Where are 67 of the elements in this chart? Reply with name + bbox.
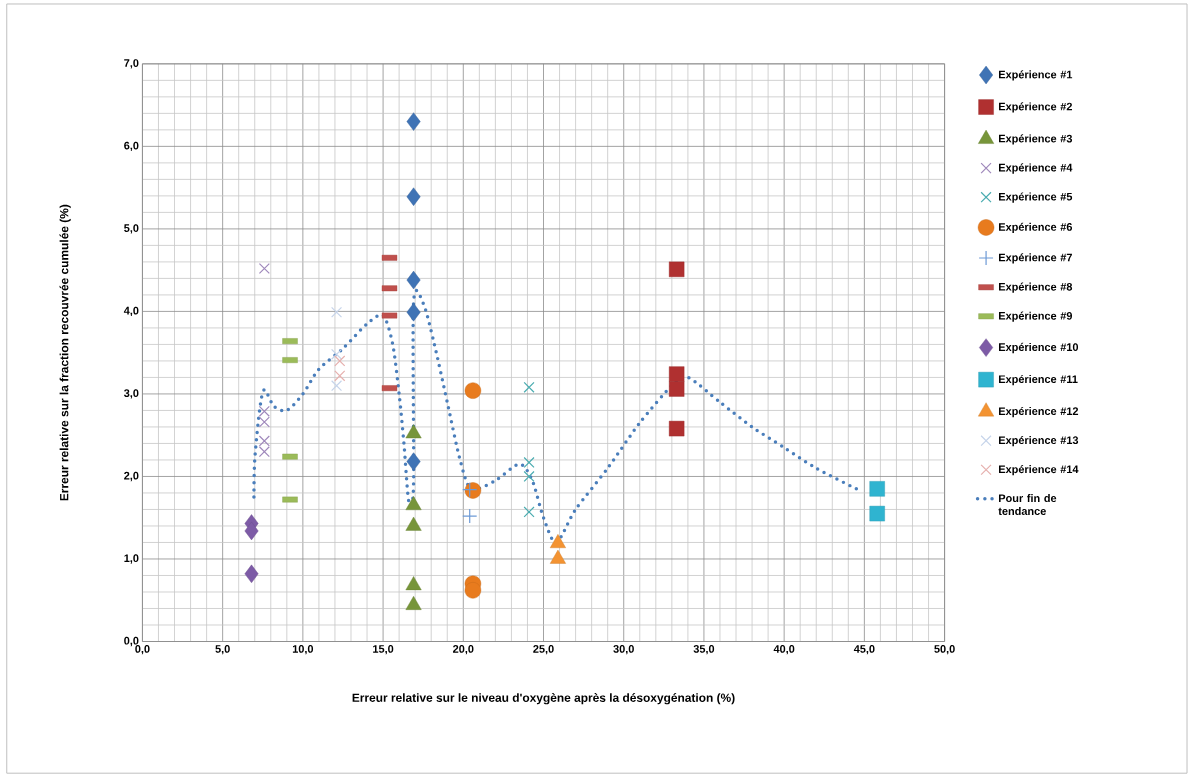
point — [334, 355, 346, 367]
x-tick-label: 30,0 — [613, 644, 634, 655]
legend-label: Expérience #14 — [999, 464, 1079, 476]
y-tick-label: 4,0 — [123, 306, 139, 316]
point — [331, 348, 343, 360]
x-tick-label: 50,0 — [934, 644, 955, 655]
point — [258, 435, 270, 447]
point — [258, 405, 270, 417]
point — [668, 381, 685, 397]
point — [406, 302, 421, 322]
x-tick-label: 40,0 — [773, 644, 795, 655]
legend-label: Expérience #6 — [999, 222, 1073, 233]
point — [523, 456, 535, 468]
y-axis-title: Erreur relative sur la fraction recouvrée cumulée (%) — [59, 204, 71, 501]
legend-label: Expérience #4 — [999, 163, 1073, 174]
x-tick-label: 0,0 — [135, 644, 150, 655]
point — [668, 261, 685, 277]
x-tick-label: 5,0 — [215, 644, 230, 655]
x-tick-label: 10,0 — [292, 644, 314, 655]
point — [668, 366, 685, 382]
legend-label: Expérience #7 — [999, 253, 1072, 264]
legend-label: Expérience #9 — [999, 311, 1073, 322]
legend-label: Expérience #10 — [999, 342, 1079, 354]
point — [331, 306, 343, 318]
point — [523, 381, 535, 393]
point — [406, 112, 421, 131]
legend-label: Expérience #13 — [999, 435, 1079, 447]
y-tick-label: 5,0 — [124, 224, 139, 234]
y-tick-label: 2,0 — [124, 471, 139, 482]
y-tick-label: 7,0 — [124, 59, 139, 69]
legend-label: Pour fin de tendance — [998, 493, 1057, 515]
x-axis-title: Erreur relative sur le niveau d'oxygène après la désoxygénation (%) — [352, 693, 735, 705]
point — [331, 380, 343, 392]
point — [406, 187, 421, 206]
point — [244, 521, 259, 541]
legend-label: Expérience #12 — [999, 406, 1079, 418]
point — [258, 446, 270, 458]
x-tick-label: 45,0 — [853, 644, 875, 655]
x-tick-label: 15,0 — [373, 644, 394, 655]
y-tick-label: 1,0 — [124, 554, 139, 564]
point — [405, 424, 422, 439]
legend-label: Expérience #5 — [999, 192, 1073, 203]
point — [464, 582, 482, 599]
point — [406, 452, 421, 471]
point — [462, 508, 478, 524]
point — [406, 270, 421, 290]
x-tick-label: 25,0 — [533, 644, 554, 655]
point — [869, 505, 885, 522]
point — [668, 420, 685, 437]
y-tick-label: 3,0 — [123, 389, 139, 399]
legend-label: Expérience #11 — [999, 374, 1078, 386]
point — [244, 564, 259, 583]
y-tick-label: 0,0 — [124, 636, 139, 647]
point — [258, 416, 270, 428]
legend-label: Expérience #3 — [999, 134, 1073, 145]
point — [869, 481, 885, 497]
point — [464, 382, 482, 399]
point — [523, 470, 535, 482]
point — [523, 506, 535, 518]
point — [258, 262, 270, 274]
x-tick-label: 35,0 — [693, 644, 715, 655]
y-tick-label: 6,0 — [124, 141, 139, 151]
legend-label: Expérience #1 — [999, 70, 1073, 81]
point — [334, 370, 346, 382]
x-tick-label: 20,0 — [453, 644, 474, 655]
legend-label: Expérience #8 — [999, 282, 1073, 293]
legend-label: Expérience #2 — [999, 102, 1072, 113]
